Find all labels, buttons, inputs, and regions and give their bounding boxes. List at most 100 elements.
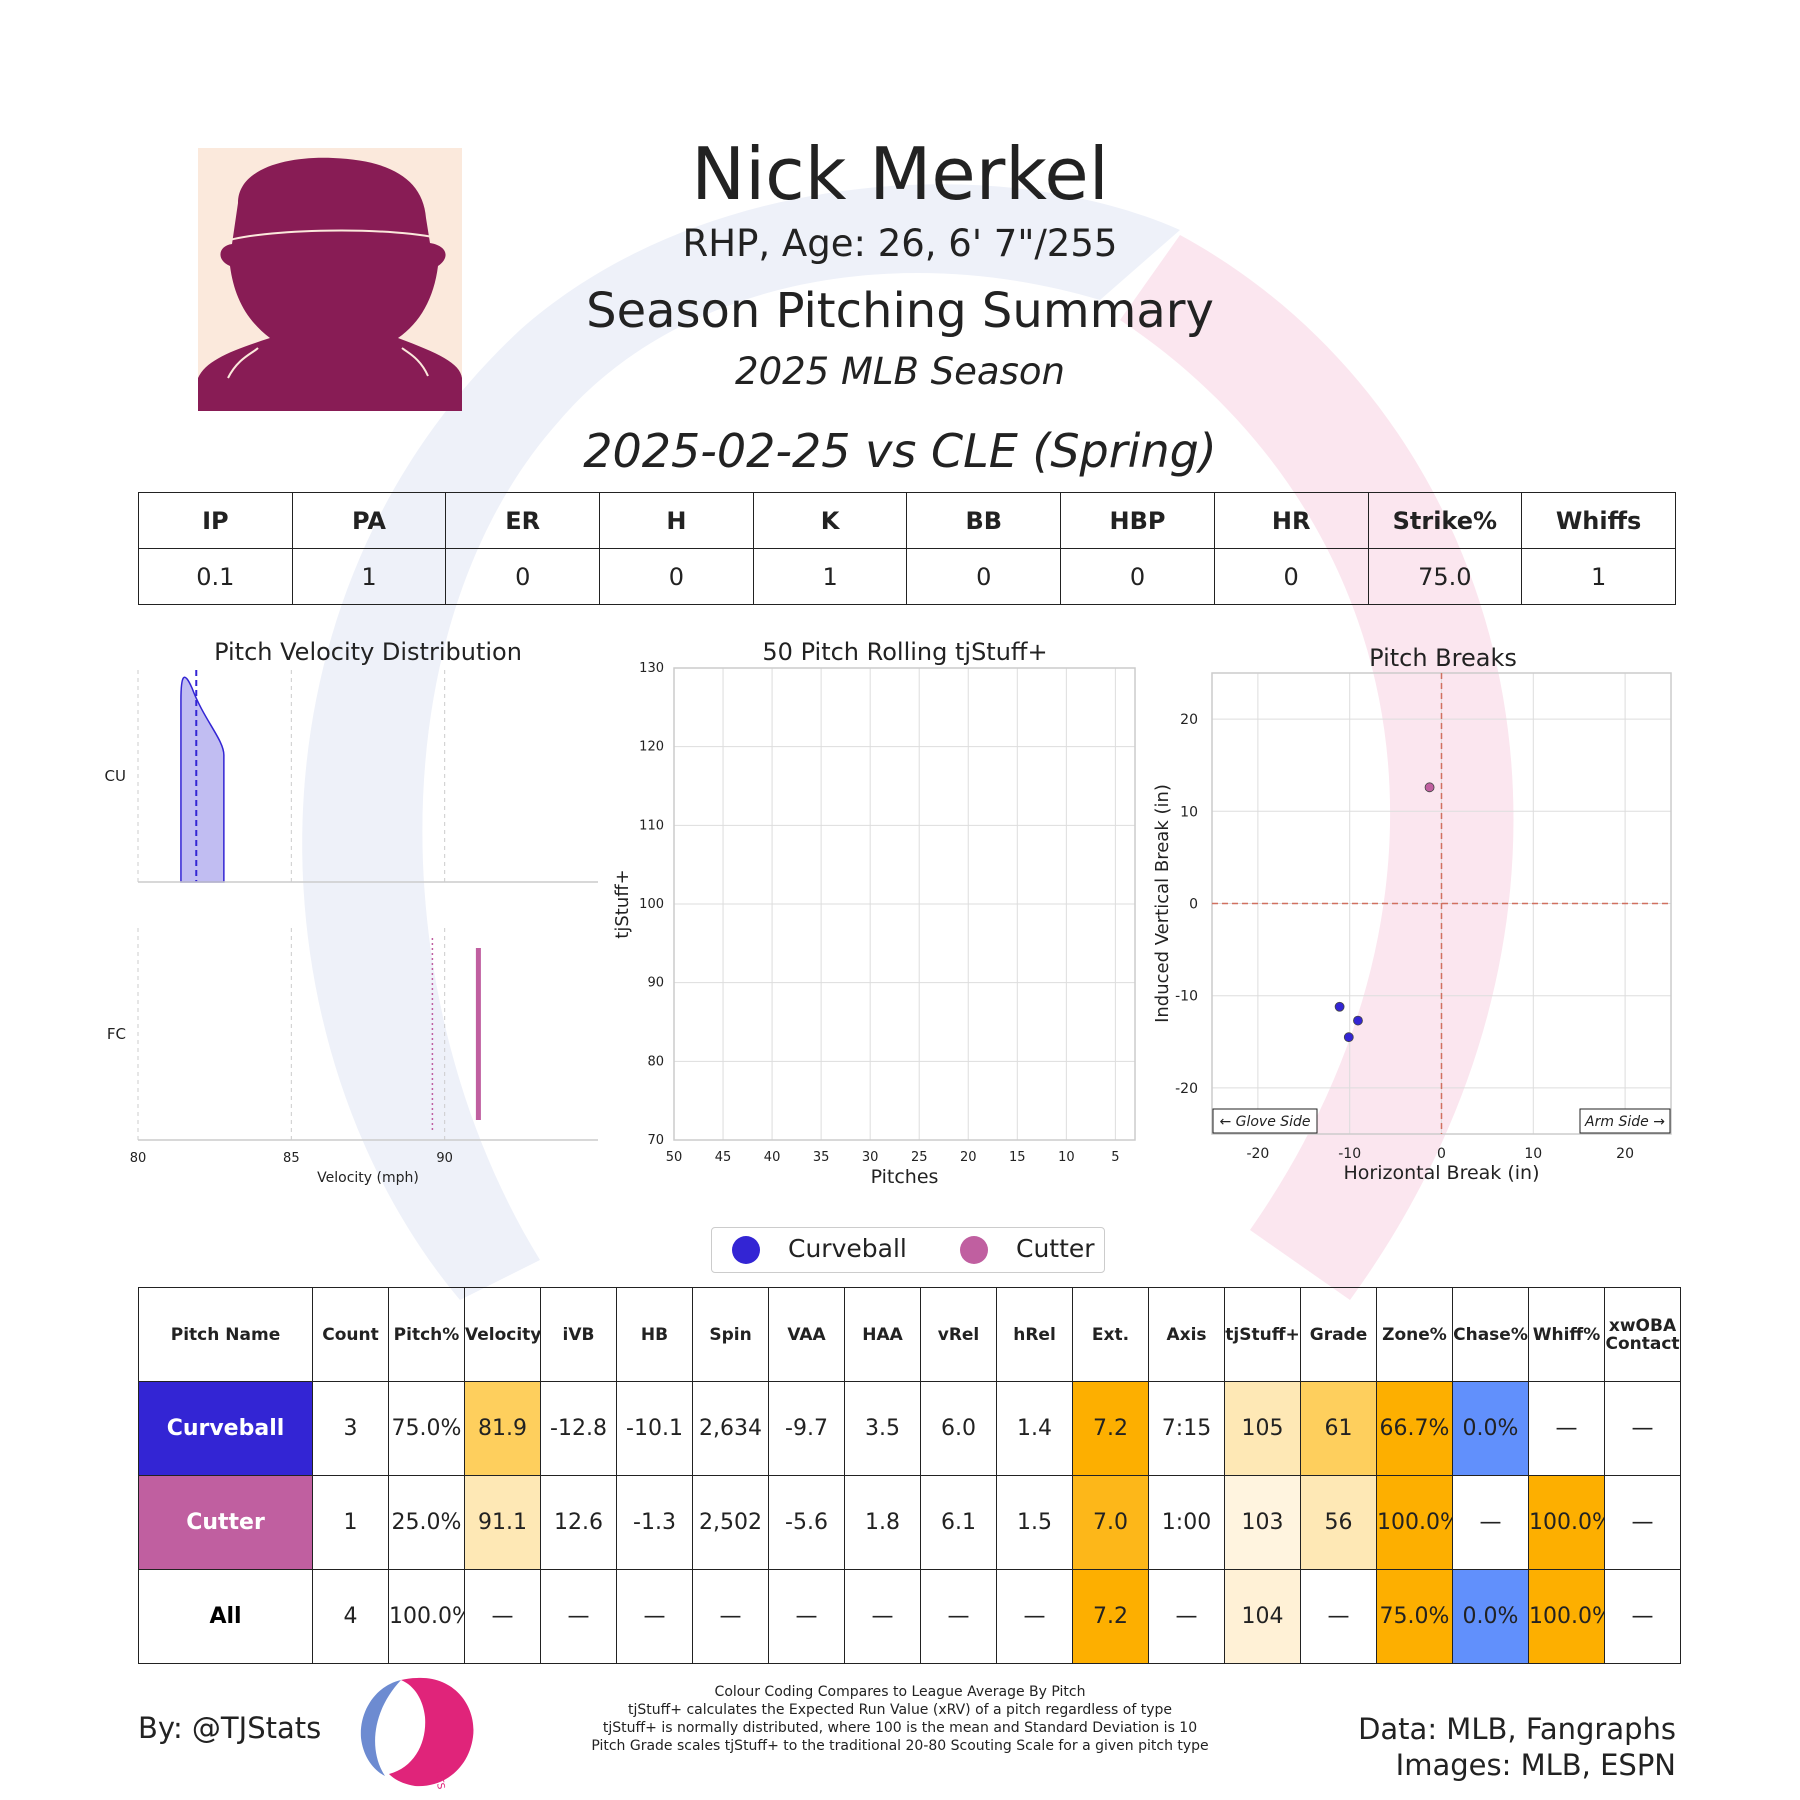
rolling-x-axis-label: Pitches (871, 1166, 939, 1188)
stat-header: HR (1213, 492, 1369, 549)
stat-value: 0 (1213, 548, 1369, 605)
breaks-point-curveball (1334, 1001, 1345, 1012)
pitch-table-cell: -12.8 (540, 1381, 617, 1476)
pitch-table-cell: 61 (1300, 1381, 1377, 1476)
rolling-plot-frame (673, 667, 1136, 1141)
pitch-table-header: Chase% (1452, 1287, 1529, 1382)
pitch-table-header: vRel (920, 1287, 997, 1382)
pitch-table-cell: 6.1 (920, 1475, 997, 1570)
breaks-point-curveball (1353, 1015, 1363, 1026)
rolling-x-tick-label: 35 (813, 1150, 830, 1165)
pitch-table-header: VAA (768, 1287, 845, 1382)
pitch-table-cell: 75.0% (388, 1381, 465, 1476)
stat-header: BB (906, 492, 1062, 549)
pitch-table-row: Curveball 3 75.0% 81.9 -12.8 -10.1 2,634 -9.7 3.… (138, 1381, 1681, 1476)
stat-value: 1 (1521, 548, 1676, 605)
rolling-y-tick-label: 90 (647, 976, 664, 991)
player-info: RHP, Age: 26, 6' 7"/255 (682, 222, 1118, 265)
game-label: 2025-02-25 vs CLE (Spring) (583, 424, 1217, 478)
breaks-y-tick-label: 10 (1180, 804, 1198, 820)
pitch-table-cell: 1.4 (996, 1381, 1073, 1476)
breaks-y-tick-label: 20 (1180, 712, 1198, 728)
summary-title: Season Pitching Summary (586, 283, 1214, 339)
breaks-x-tick-label: 20 (1616, 1146, 1634, 1162)
pitch-table-cell: 12.6 (540, 1475, 617, 1570)
stat-header: HBP (1060, 492, 1215, 549)
rolling-x-tick-label: 15 (1009, 1150, 1026, 1165)
pitch-table-cell: — (1148, 1569, 1225, 1664)
pitch-table-cell: 1:00 (1148, 1475, 1225, 1570)
breaks-x-tick-label: 10 (1524, 1146, 1542, 1162)
stat-header: Whiffs (1521, 492, 1676, 549)
pitch-table-cell: 100.0% (1528, 1569, 1605, 1664)
pitch-table-cell: 100.0% (1528, 1475, 1605, 1570)
pitch-table-cell: -5.6 (768, 1475, 845, 1570)
velocity-x-tick-label: 90 (436, 1151, 453, 1166)
pitch-table-cell: — (844, 1569, 921, 1664)
pitch-name-cell: Cutter (138, 1475, 313, 1570)
stat-header: K (752, 492, 908, 549)
glove-side-label: ← Glove Side (1219, 1114, 1310, 1130)
rolling-y-tick-label: 110 (639, 818, 664, 833)
breaks-x-tick-label: 0 (1437, 1146, 1446, 1162)
pitch-table-cell: — (464, 1569, 541, 1664)
stat-header: IP (138, 492, 293, 549)
breaks-point-cutter (1424, 782, 1435, 793)
stat-header: Strike% (1367, 492, 1523, 549)
footer-data-line: Data: MLB, Fangraphs (1358, 1712, 1676, 1746)
pitch-table-cell: 56 (1300, 1475, 1377, 1570)
pitch-table-cell: -9.7 (768, 1381, 845, 1476)
pitch-table-header: Axis (1148, 1287, 1225, 1382)
pitch-table-header: hRel (996, 1287, 1073, 1382)
stat-value: 0 (906, 548, 1062, 605)
season-label: 2025 MLB Season (735, 350, 1065, 393)
rolling-y-tick-label: 120 (639, 740, 664, 755)
legend-label-cutter: Cutter (1016, 1234, 1095, 1263)
rolling-x-tick-label: 10 (1058, 1150, 1075, 1165)
pitch-table-cell: — (768, 1569, 845, 1664)
footer-note: Colour Coding Compares to League Average… (714, 1684, 1086, 1700)
pitch-table-cell: 7.0 (1072, 1475, 1149, 1570)
stat-value: 0 (1060, 548, 1215, 605)
rolling-x-tick-label: 30 (862, 1150, 879, 1165)
pitch-table-cell: 91.1 (464, 1475, 541, 1570)
breaks-y-axis-label: Induced Vertical Break (in) (1152, 784, 1173, 1023)
pitch-table-cell: — (1604, 1569, 1681, 1664)
pitch-table-header: HB (616, 1287, 693, 1382)
footer-notes: Colour Coding Compares to League Average… (560, 1683, 1240, 1755)
pitch-table-row: Cutter 1 25.0% 91.1 12.6 -1.3 2,502 -5.6 1.8 6.1 1… (138, 1475, 1681, 1570)
pitch-table-cell: — (616, 1569, 693, 1664)
pitch-table-header: Velocity (464, 1287, 541, 1382)
pitch-table-cell: 7.2 (1072, 1381, 1149, 1476)
velocity-x-axis-label: Velocity (mph) (317, 1170, 419, 1186)
stat-value: 1 (752, 548, 908, 605)
logo-text: STATS (430, 1759, 446, 1791)
pitch-table-cell: -1.3 (616, 1475, 693, 1570)
velocity-x-tick-label: 85 (283, 1151, 300, 1166)
rolling-x-tick-label: 25 (911, 1150, 928, 1165)
footer-note: tjStuff+ calculates the Expected Run Val… (627, 1702, 1173, 1718)
pitch-type-table: Pitch Name Count Pitch% Velocity iVB HB Spin VA… (138, 1287, 1681, 1664)
player-name: Nick Merkel (691, 132, 1109, 216)
breaks-point-curveball (1343, 1032, 1354, 1043)
pitch-table-cell: — (920, 1569, 997, 1664)
pitch-table-cell: 1 (312, 1475, 389, 1570)
pitch-table-cell: — (540, 1569, 617, 1664)
footer-author: By: @TJStats (138, 1711, 322, 1745)
pitch-table-cell: 3 (312, 1381, 389, 1476)
pitch-table-header: Zone% (1376, 1287, 1453, 1382)
rolling-chart-title: 50 Pitch Rolling tjStuff+ (762, 638, 1048, 666)
pitch-table-cell: — (1604, 1381, 1681, 1476)
rolling-y-tick-label: 80 (647, 1054, 664, 1069)
pitch-table-header: Spin (692, 1287, 769, 1382)
pitch-table-header: Pitch% (388, 1287, 465, 1382)
breaks-x-tick-label: -10 (1338, 1146, 1361, 1162)
glove-side-box (1212, 1108, 1318, 1134)
breaks-y-tick-label: -20 (1175, 1081, 1198, 1097)
stat-header: H (599, 492, 754, 549)
pitch-table-cell: — (1452, 1475, 1529, 1570)
pitch-table-cell: -10.1 (616, 1381, 693, 1476)
velocity-row-label: FC (107, 1025, 126, 1043)
stat-value: 0 (445, 548, 601, 605)
pitch-table-cell: 66.7% (1376, 1381, 1453, 1476)
